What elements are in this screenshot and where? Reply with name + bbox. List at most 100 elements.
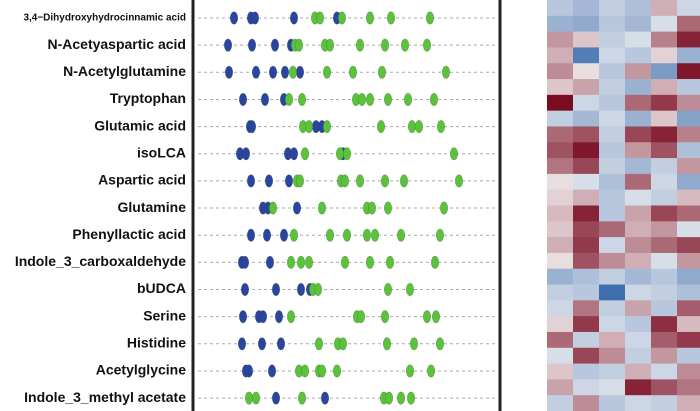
dot [365, 255, 375, 269]
dot [304, 120, 314, 134]
heat-cell [599, 221, 626, 238]
dot [280, 65, 290, 79]
dot [246, 174, 256, 188]
heat-cell [651, 300, 678, 317]
dot [370, 228, 380, 242]
row-label: Indole_3_methyl acetate [24, 389, 186, 405]
heat-cell [651, 221, 678, 238]
heat-cell [573, 79, 600, 96]
dot [295, 65, 305, 79]
dot [296, 282, 306, 296]
dot [380, 310, 390, 324]
dot [244, 391, 254, 405]
dot [365, 11, 375, 25]
heat-cell [651, 158, 678, 175]
dot [247, 120, 257, 134]
heat-cell [573, 0, 600, 17]
heat-cell [625, 94, 652, 112]
dot [338, 337, 348, 351]
heat-cell [599, 79, 626, 96]
heat-cell [573, 205, 600, 222]
heat-cell [677, 395, 700, 411]
dot [237, 337, 247, 351]
heat-cell [599, 300, 626, 317]
heat-cell [599, 347, 626, 365]
heat-cell [547, 300, 574, 317]
dot [357, 92, 367, 106]
heat-cell [547, 268, 574, 286]
heat-cell [677, 173, 700, 191]
heat-cell [573, 110, 600, 127]
dot [297, 92, 307, 106]
heat-cell [651, 284, 678, 301]
dot [240, 282, 250, 296]
heat-cell [651, 47, 678, 64]
dot [223, 38, 233, 52]
row-label: Glutamic acid [94, 117, 186, 133]
heat-cell [573, 63, 600, 80]
dot [441, 65, 451, 79]
heat-cell [625, 300, 652, 317]
dot [435, 337, 445, 351]
heat-cell [599, 126, 626, 143]
heat-cell [599, 47, 626, 64]
dot [356, 310, 366, 324]
heat-cell [599, 63, 626, 80]
dot [405, 364, 415, 378]
dot [399, 174, 409, 188]
heat-cell [625, 158, 652, 175]
dot [426, 364, 436, 378]
dot [382, 337, 392, 351]
heat-cell [547, 0, 574, 17]
heat-cell [677, 31, 700, 48]
heat-cell [573, 173, 600, 191]
row-label: isoLCA [137, 144, 186, 160]
heat-cell [573, 379, 600, 396]
heat-cell [651, 126, 678, 143]
heat-cell [573, 395, 600, 411]
row-label: bUDCA [137, 280, 186, 296]
dot [238, 310, 248, 324]
heat-cell [651, 110, 678, 127]
heat-cell [599, 15, 626, 33]
dot [247, 38, 257, 52]
heat-cell [599, 331, 626, 349]
heat-cell [677, 15, 700, 33]
heat-cell [625, 79, 652, 96]
heat-cell [677, 142, 700, 159]
heat-cell [573, 363, 600, 380]
dot [422, 38, 432, 52]
heat-cell [651, 0, 678, 17]
dot [289, 228, 299, 242]
dot [340, 255, 350, 269]
heat-cell [651, 331, 678, 349]
dot [240, 255, 250, 269]
dot [289, 147, 299, 161]
heat-cell [625, 316, 652, 333]
dot [251, 391, 261, 405]
heat-cell [547, 284, 574, 301]
row-label: Indole_3_carboxaldehyde [15, 253, 186, 269]
heat-cell [573, 126, 600, 143]
dot [288, 65, 298, 79]
heat-cell [625, 379, 652, 396]
heat-cell [573, 347, 600, 365]
heat-cell [625, 205, 652, 222]
heat-cell [547, 205, 574, 222]
heat-cell [625, 395, 652, 411]
heat-cell [651, 237, 678, 254]
heat-cell [599, 237, 626, 254]
row-label: 3,4−Dihydroxyhydrocinnamic acid [23, 13, 186, 24]
dot [414, 120, 424, 134]
heat-cell [547, 347, 574, 365]
heat-cell [573, 94, 600, 112]
heat-cell [677, 347, 700, 365]
heat-cell [677, 205, 700, 222]
heat-cell [651, 63, 678, 80]
dot [342, 228, 352, 242]
heat-cell [573, 252, 600, 270]
heat-cell [573, 237, 600, 254]
heat-cell [677, 221, 700, 238]
heat-cell [625, 126, 652, 143]
heat-cell [573, 47, 600, 64]
